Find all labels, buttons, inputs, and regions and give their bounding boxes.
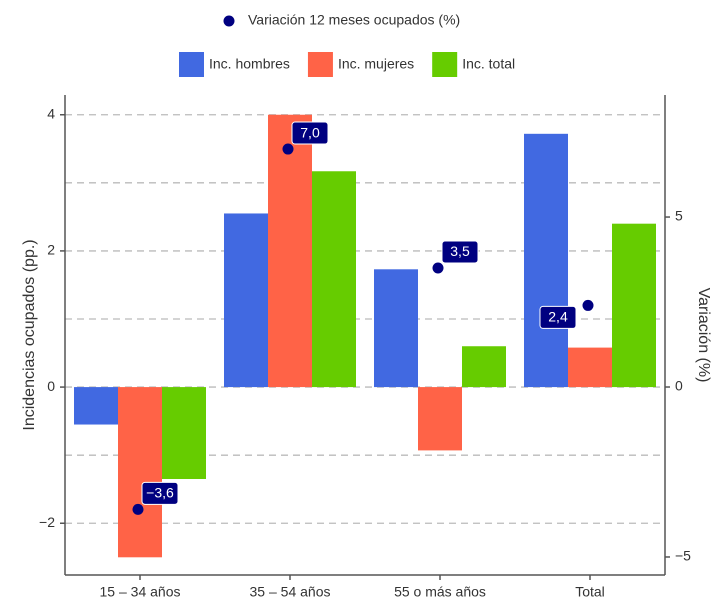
point-label: 3,5 — [450, 243, 470, 259]
point — [282, 143, 294, 155]
legend-label: Inc. mujeres — [338, 56, 414, 72]
point-label-box — [539, 305, 577, 329]
y2-tick-label: 0 — [675, 378, 683, 394]
y-axis-label: Incidencias ocupados (pp.) — [21, 239, 38, 430]
point-label-box — [441, 240, 479, 264]
bar — [612, 223, 656, 388]
y-tick-label: 2 — [47, 242, 55, 258]
legend-swatch — [179, 52, 204, 77]
y-tick-label: 0 — [47, 378, 55, 394]
bar — [418, 387, 462, 451]
point — [132, 503, 144, 515]
bar — [162, 387, 206, 479]
bar — [462, 346, 506, 388]
legend-marker — [223, 15, 235, 27]
x-tick-label: 35 – 54 años — [250, 584, 331, 600]
point-label: −3,6 — [146, 485, 174, 501]
x-tick-label: Total — [575, 584, 605, 600]
y2-axis-label: Variación (%) — [695, 288, 712, 383]
point — [432, 262, 444, 274]
point-label: 7,0 — [300, 124, 320, 140]
y-tick-label: −2 — [39, 514, 55, 530]
bar — [74, 387, 118, 425]
legend-label: Inc. hombres — [209, 56, 290, 72]
x-tick-label: 15 – 34 años — [100, 584, 181, 600]
bar — [568, 347, 612, 388]
bar — [524, 133, 568, 388]
bar — [224, 213, 268, 388]
bar — [374, 269, 418, 388]
x-tick-label: 55 o más años — [394, 584, 486, 600]
bar — [268, 114, 312, 388]
legend-label: Variación 12 meses ocupados (%) — [248, 12, 460, 28]
point — [582, 299, 594, 311]
y-tick-label: 4 — [47, 105, 55, 121]
point-label: 2,4 — [548, 309, 568, 325]
point-label-box — [291, 121, 329, 145]
legend-swatch — [307, 52, 333, 77]
point-label-box — [141, 481, 179, 505]
y2-tick-label: −5 — [675, 548, 691, 564]
legend-label: Inc. total — [462, 56, 515, 72]
legend-swatch — [432, 52, 458, 77]
bar — [118, 387, 162, 558]
bar — [312, 171, 356, 388]
y2-tick-label: 5 — [675, 208, 683, 224]
